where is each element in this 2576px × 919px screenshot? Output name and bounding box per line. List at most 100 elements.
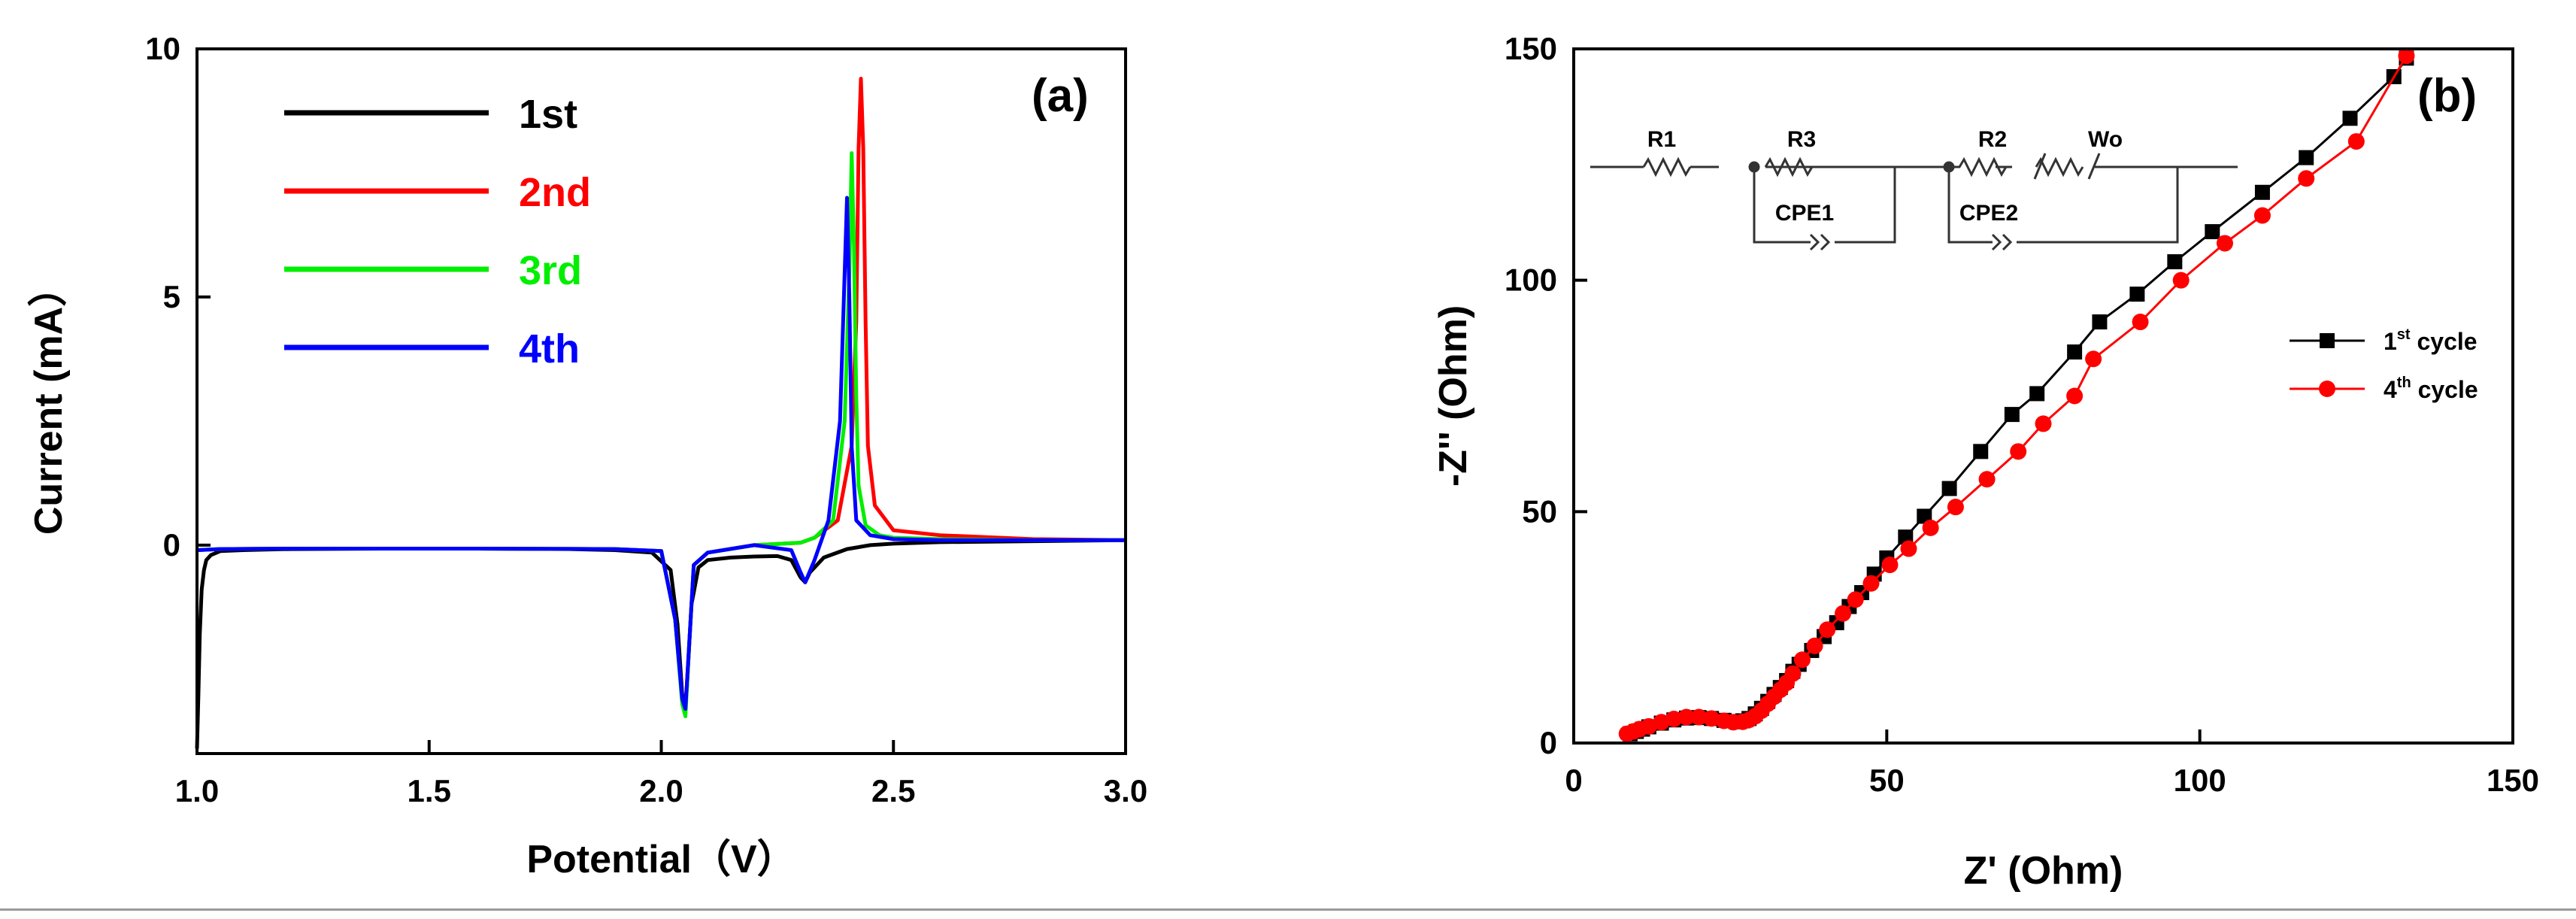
eis-point-cycle-4 bbox=[1900, 540, 1917, 557]
eis-point-cycle-4 bbox=[1881, 557, 1899, 574]
y-tick-label: 50 bbox=[1522, 493, 1557, 529]
cv-axis-ticks: 1.0 1.5 2.0 2.5 3.0 0 5 10 bbox=[145, 31, 1147, 808]
circuit-resistor-r2 bbox=[1949, 156, 2008, 177]
eis-point-cycle-1 bbox=[2167, 254, 2183, 270]
eis-point-cycle-1 bbox=[2254, 184, 2270, 200]
y-tick-label: 150 bbox=[1505, 31, 1557, 66]
eis-point-cycle-4 bbox=[1793, 651, 1811, 669]
cv-series-line-2nd bbox=[196, 77, 1126, 711]
eis-series-group bbox=[1618, 47, 2415, 742]
eis-point-cycle-4 bbox=[1806, 637, 1823, 654]
circuit-parallel-cpe2 bbox=[1947, 167, 2179, 244]
legend-label-cycle-1: 1st cycle bbox=[2384, 326, 2478, 355]
cv-panel-label: (a) bbox=[1032, 70, 1089, 122]
eis-panel-label: (b) bbox=[2417, 70, 2477, 122]
circuit-label-wo: Wo bbox=[2088, 127, 2123, 152]
eis-point-cycle-4 bbox=[1784, 665, 1802, 682]
eis-y-axis-label: -Z'' (Ohm) bbox=[1432, 305, 1475, 487]
eis-point-cycle-4 bbox=[1703, 710, 1720, 727]
eis-point-cycle-4 bbox=[1847, 591, 1864, 608]
x-tick-label: 0 bbox=[1565, 763, 1582, 798]
eis-point-cycle-4 bbox=[1835, 605, 1852, 622]
eis-point-cycle-4 bbox=[2347, 133, 2365, 150]
eis-point-cycle-4 bbox=[1640, 717, 1657, 735]
eis-point-cycle-1 bbox=[2342, 111, 2358, 126]
equivalent-circuit-inset bbox=[1590, 153, 2238, 251]
circuit-resistor-r1 bbox=[1642, 156, 1692, 177]
x-tick-label: 150 bbox=[2487, 763, 2539, 798]
eis-point-cycle-4 bbox=[2132, 314, 2149, 331]
circuit-label-cpe2: CPE2 bbox=[1959, 201, 2018, 226]
eis-legend: 1st cycle 4th cycle bbox=[2290, 326, 2478, 403]
eis-point-cycle-4 bbox=[1665, 711, 1683, 728]
cv-series-line-4th bbox=[196, 196, 1126, 711]
cv-y-axis-label: Current (mA） bbox=[27, 268, 71, 535]
eis-point-cycle-4 bbox=[2398, 47, 2415, 65]
eis-point-cycle-4 bbox=[2298, 170, 2315, 187]
y-tick-label: 5 bbox=[163, 279, 180, 314]
x-tick-label: 100 bbox=[2174, 763, 2226, 798]
eis-point-cycle-4 bbox=[2172, 271, 2190, 289]
eis-point-cycle-1 bbox=[2004, 407, 2020, 423]
eis-point-cycle-4 bbox=[1690, 708, 1708, 726]
eis-point-cycle-4 bbox=[2010, 443, 2027, 460]
eis-point-cycle-4 bbox=[1862, 575, 1880, 592]
y-tick-label: 0 bbox=[1540, 725, 1557, 760]
circuit-resistor-r3 bbox=[1764, 156, 1895, 177]
cv-series-line-1st bbox=[195, 538, 1126, 749]
eis-point-cycle-1 bbox=[2067, 344, 2083, 360]
eis-point-cycle-1 bbox=[1941, 481, 1957, 496]
y-tick-label: 100 bbox=[1505, 262, 1557, 298]
legend-label-3rd: 3rd bbox=[519, 248, 582, 293]
x-tick-label: 3.0 bbox=[1104, 773, 1147, 808]
eis-point-cycle-1 bbox=[2129, 287, 2145, 302]
eis-point-cycle-4 bbox=[2066, 387, 2084, 405]
cv-series-line-3rd bbox=[196, 151, 1126, 718]
eis-point-cycle-4 bbox=[1922, 519, 1939, 536]
eis-point-cycle-4 bbox=[1677, 708, 1695, 726]
cv-chart-panel: 1.0 1.5 2.0 2.5 3.0 0 5 10 Potential（V） Current… bbox=[27, 31, 1147, 881]
eis-plot-frame bbox=[1572, 47, 2514, 745]
circuit-labels: R1 R3 CPE1 R2 Wo CPE2 bbox=[1647, 127, 2123, 226]
circuit-label-r3: R3 bbox=[1787, 127, 1816, 152]
eis-point-cycle-4 bbox=[2035, 415, 2052, 432]
x-tick-label: 1.0 bbox=[175, 773, 219, 808]
x-tick-label: 2.5 bbox=[871, 773, 915, 808]
legend-label-1st: 1st bbox=[519, 92, 577, 137]
cv-plot-frame bbox=[195, 47, 1127, 755]
circuit-cpe2-symbol bbox=[1991, 233, 2013, 251]
x-tick-label: 1.5 bbox=[408, 773, 451, 808]
circuit-label-r1: R1 bbox=[1647, 127, 1676, 152]
eis-point-cycle-4 bbox=[1947, 499, 1964, 516]
x-tick-label: 50 bbox=[1869, 763, 1905, 798]
circuit-label-cpe1: CPE1 bbox=[1775, 201, 1834, 226]
eis-point-cycle-4 bbox=[2085, 350, 2102, 368]
y-tick-label: 10 bbox=[145, 31, 180, 66]
bottom-border-line bbox=[0, 908, 2576, 911]
eis-point-cycle-1 bbox=[1973, 444, 1989, 460]
eis-chart-panel: 0 50 100 150 0 50 100 150 Z' (Ohm) -Z'' (Ohm) (… bbox=[1432, 31, 2539, 893]
eis-point-cycle-1 bbox=[2029, 386, 2045, 402]
cv-x-axis-label: Potential（V） bbox=[526, 838, 796, 881]
eis-point-cycle-4 bbox=[1978, 471, 1996, 488]
eis-point-cycle-4 bbox=[2216, 235, 2233, 252]
circuit-label-r2: R2 bbox=[1978, 127, 2007, 152]
legend-marker-cycle-1 bbox=[2320, 333, 2335, 348]
legend-marker-cycle-4 bbox=[2319, 381, 2335, 397]
eis-point-cycle-4 bbox=[1819, 621, 1836, 638]
legend-label-cycle-4: 4th cycle bbox=[2384, 375, 2478, 403]
cv-legend: 1st 2nd 3rd 4th bbox=[284, 92, 591, 372]
circuit-parallel-cpe1 bbox=[1753, 167, 1896, 244]
x-tick-label: 2.0 bbox=[639, 773, 683, 808]
legend-label-2nd: 2nd bbox=[519, 170, 591, 215]
cv-series-group bbox=[195, 77, 1126, 749]
eis-point-cycle-1 bbox=[2092, 314, 2108, 330]
y-tick-label: 0 bbox=[163, 527, 180, 563]
eis-point-cycle-1 bbox=[2299, 150, 2314, 165]
eis-series-line-4 bbox=[1626, 55, 2408, 736]
eis-x-axis-label: Z' (Ohm) bbox=[1964, 849, 2123, 893]
eis-point-cycle-4 bbox=[1653, 714, 1670, 731]
eis-point-cycle-1 bbox=[2205, 224, 2220, 240]
circuit-cpe1-symbol bbox=[1809, 233, 1831, 251]
